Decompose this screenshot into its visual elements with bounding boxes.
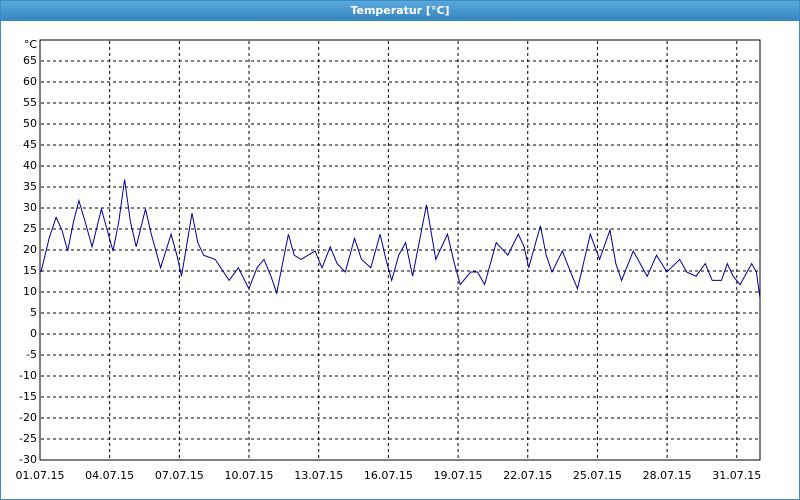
y-tick-label: -5: [26, 348, 37, 361]
y-tick-label: 60: [23, 75, 37, 88]
x-tick-label: 28.07.15: [643, 469, 692, 482]
y-tick-label: °C: [24, 38, 38, 51]
x-tick-label: 19.07.15: [434, 469, 483, 482]
x-tick-label: 16.07.15: [364, 469, 413, 482]
y-tick-label: 15: [23, 264, 37, 277]
x-tick-label: 07.07.15: [155, 469, 204, 482]
y-tick-label: 20: [23, 243, 37, 256]
x-tick-label: 04.07.15: [85, 469, 134, 482]
plot-frame: [39, 39, 761, 461]
x-tick-label: 01.07.15: [16, 469, 65, 482]
y-tick-label: 25: [23, 222, 37, 235]
y-tick-label: 30: [23, 201, 37, 214]
y-tick-label: -20: [19, 411, 37, 424]
y-tick-label: 5: [30, 306, 37, 319]
y-tick-label: 65: [23, 54, 37, 67]
title-bar: Temperatur [°C]: [1, 1, 799, 21]
temperature-line: [40, 179, 761, 298]
y-tick-label: -30: [19, 453, 37, 466]
y-tick-label: 40: [23, 159, 37, 172]
y-tick-label: -25: [19, 432, 37, 445]
x-tick-label: 10.07.15: [225, 469, 274, 482]
y-tick-label: -15: [19, 390, 37, 403]
y-tick-label: 55: [23, 96, 37, 109]
y-tick-label: 0: [30, 327, 37, 340]
y-tick-label: 45: [23, 138, 37, 151]
x-tick-label: 31.07.15: [712, 469, 761, 482]
y-tick-label: -10: [19, 369, 37, 382]
y-tick-label: 35: [23, 180, 37, 193]
x-tick-label: 22.07.15: [503, 469, 552, 482]
y-tick-label: 10: [23, 285, 37, 298]
x-tick-label: 25.07.15: [573, 469, 622, 482]
x-tick-label: 13.07.15: [294, 469, 343, 482]
y-tick-label: 50: [23, 117, 37, 130]
